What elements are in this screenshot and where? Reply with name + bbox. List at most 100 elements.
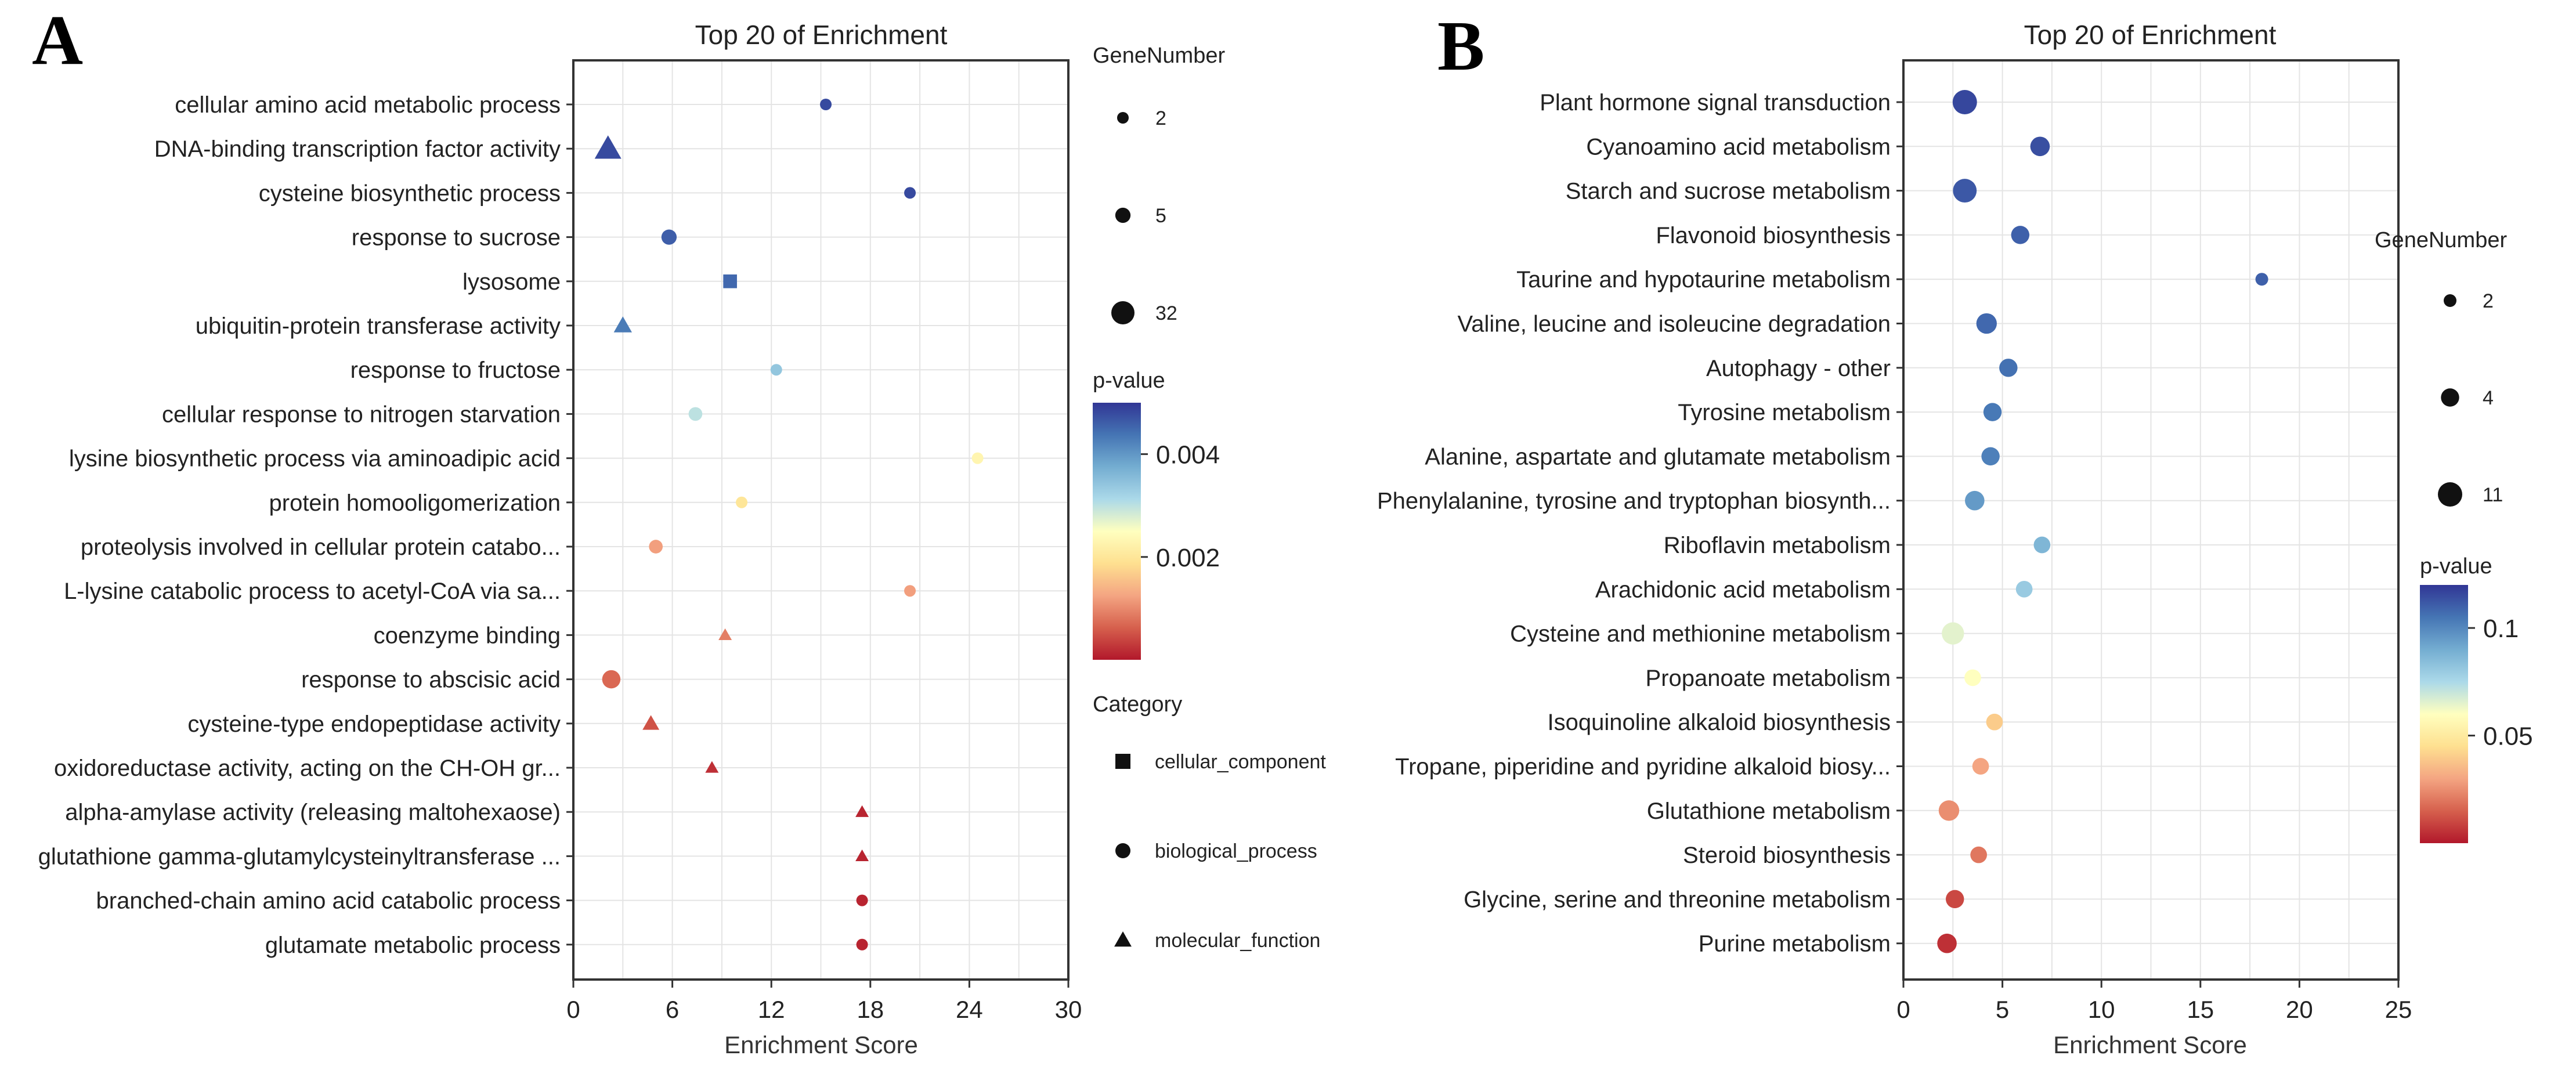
x-tick-label: 18 (857, 996, 884, 1023)
y-tick-label: Isoquinoline alkaloid biosynthesis (1548, 710, 1891, 735)
size-legend-marker (1115, 207, 1131, 223)
data-point (1986, 713, 2003, 731)
data-point (1952, 90, 1977, 114)
data-point (723, 274, 737, 288)
y-tick-label: Taurine and hypotaurine metabolism (1516, 267, 1891, 292)
size-legend-label: 4 (2483, 387, 2494, 409)
y-tick-label: Tropane, piperidine and pyridine alkaloi… (1395, 754, 1891, 780)
data-point (688, 407, 703, 421)
data-point (856, 894, 868, 906)
y-tick-label: DNA-binding transcription factor activit… (154, 136, 561, 162)
data-point (1976, 313, 1997, 334)
panel-a-title: Top 20 of Enrichment (695, 20, 948, 50)
y-tick-label: Starch and sucrose metabolism (1566, 179, 1891, 204)
panel-a-letter: A (32, 1, 83, 80)
y-tick-label: protein homooligomerization (269, 490, 561, 516)
panel-a-plot-frame (572, 59, 1070, 981)
x-tick-label: 5 (1996, 996, 2009, 1023)
panel-b-x-axis-label: Enrichment Score (2053, 1031, 2247, 1058)
panel-a-points (594, 99, 984, 951)
data-point (2033, 536, 2051, 554)
panel-b-x-ticks: 0 5 10 15 20 25 (1896, 980, 2412, 1023)
shape-legend-label: cellular_component (1155, 751, 1326, 773)
shape-legend-marker (1114, 931, 1132, 947)
panel-b-title: Top 20 of Enrichment (2024, 20, 2277, 50)
data-point (904, 187, 916, 199)
size-legend-label: 32 (1155, 302, 1177, 324)
data-point (1953, 179, 1977, 203)
size-legend-label: 5 (1155, 205, 1166, 227)
data-point (2030, 136, 2050, 157)
y-tick-label: glutathione gamma-glutamylcysteinyltrans… (38, 844, 561, 869)
y-tick-label: Cyanoamino acid metabolism (1586, 134, 1891, 160)
panel-a-size-legend-title: GeneNumber (1093, 44, 1225, 68)
y-tick-label: alpha-amylase activity (releasing maltoh… (65, 800, 561, 825)
data-point (594, 135, 622, 159)
y-tick-label: proteolysis involved in cellular protein… (81, 534, 561, 560)
data-point (2255, 273, 2268, 286)
data-point (649, 540, 663, 554)
panel-a-grid (573, 60, 1069, 980)
panel-b-size-legend: 2 4 11 (2438, 290, 2503, 507)
y-tick-label: Arachidonic acid metabolism (1595, 577, 1891, 602)
data-point (1999, 359, 2018, 377)
data-point (613, 316, 632, 333)
data-point (1965, 490, 1985, 511)
y-tick-label: lysosome (463, 269, 561, 295)
y-tick-label: Propanoate metabolism (1646, 666, 1891, 691)
size-legend-label: 2 (2483, 290, 2494, 312)
panel-b-plot-frame (1902, 59, 2400, 981)
panel-b-grid (1903, 60, 2399, 980)
panel-a-x-ticks: 0 6 12 18 24 30 (566, 980, 1082, 1023)
data-point (855, 805, 869, 817)
panel-a-colorbar-title: p-value (1093, 368, 1165, 393)
x-tick-label: 24 (956, 996, 983, 1023)
size-legend-label: 2 (1155, 107, 1166, 129)
y-tick-label: Riboflavin metabolism (1664, 533, 1891, 558)
panel-a: A Top 20 of Enrichment cellular amino ac… (32, 1, 1326, 1058)
data-point (661, 229, 677, 245)
data-point (705, 761, 719, 773)
panel-b-y-tick-labels: Plant hormone signal transduction Cyanoam… (1377, 90, 1903, 957)
panel-b: B Top 20 of Enrichment Plant hormone sig… (1377, 7, 2533, 1058)
x-tick-label: 6 (666, 996, 679, 1023)
data-point (2015, 580, 2033, 598)
colorbar-tick-label: 0.002 (1156, 544, 1220, 572)
panel-a-colorbar (1093, 403, 1141, 660)
size-legend-label: 11 (2483, 484, 2503, 506)
colorbar-tick-label: 0.004 (1156, 441, 1220, 469)
y-tick-label: cysteine biosynthetic process (259, 180, 561, 206)
x-tick-label: 0 (1896, 996, 1910, 1023)
y-tick-label: Flavonoid biosynthesis (1656, 223, 1891, 248)
panel-b-points (1937, 90, 2268, 953)
data-point (1938, 800, 1960, 821)
size-legend-marker (1111, 301, 1135, 324)
x-tick-label: 30 (1055, 996, 1082, 1023)
panel-a-x-axis-label: Enrichment Score (724, 1031, 918, 1058)
data-point (856, 938, 868, 951)
data-point (820, 99, 832, 110)
data-point (770, 364, 782, 376)
y-tick-label: Purine metabolism (1699, 931, 1891, 957)
x-tick-label: 10 (2088, 996, 2115, 1023)
size-legend-marker (2438, 482, 2462, 507)
y-tick-label: cellular response to nitrogen starvation (162, 402, 561, 427)
panel-b-size-legend-title: GeneNumber (2375, 228, 2507, 252)
y-tick-label: Steroid biosynthesis (1683, 843, 1891, 868)
x-tick-label: 20 (2286, 996, 2313, 1023)
x-tick-label: 15 (2187, 996, 2214, 1023)
panel-a-colorbar-ticks: 0.002 0.004 (1141, 441, 1220, 572)
panel-b-letter: B (1437, 7, 1484, 85)
colorbar-tick-label: 0.05 (2483, 722, 2533, 751)
y-tick-label: cysteine-type endopeptidase activity (187, 711, 561, 737)
panel-a-y-tick-labels: cellular amino acid metabolic process DNA… (38, 92, 573, 958)
y-tick-label: Glycine, serine and threonine metabolism (1464, 887, 1891, 912)
panel-a-size-legend: 2 5 32 (1111, 107, 1177, 324)
y-tick-label: response to fructose (351, 357, 561, 383)
shape-legend-marker (1115, 754, 1130, 769)
y-tick-label: branched-chain amino acid catabolic proc… (96, 888, 561, 914)
y-tick-label: Autophagy - other (1706, 356, 1891, 381)
x-tick-label: 25 (2385, 996, 2412, 1023)
y-tick-label: glutamate metabolic process (265, 933, 561, 958)
